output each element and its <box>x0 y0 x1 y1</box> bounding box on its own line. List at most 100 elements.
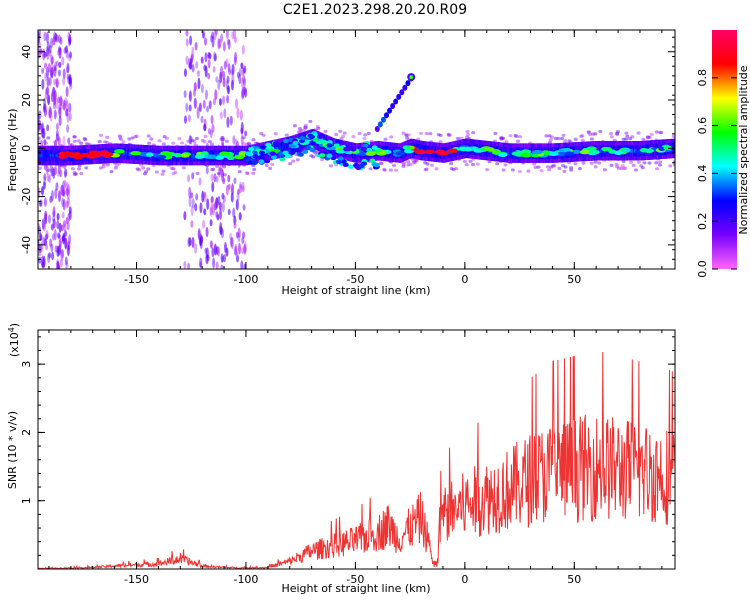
spectrogram-ridge-cell <box>594 144 598 149</box>
spectrogram-ridge-cell <box>81 160 84 165</box>
spectrogram-ridge-cell <box>487 156 490 161</box>
spectrogram-ridge-cell <box>116 143 120 148</box>
spectrogram-ridge-cell <box>354 154 357 159</box>
spectrogram-ridge-cell <box>111 143 114 148</box>
spectrogram-ridge-cell <box>551 143 554 148</box>
spectrogram-ridge-cell <box>76 149 79 154</box>
spectrogram-ridge-cell <box>315 145 318 150</box>
x-tick-label: -50 <box>346 273 364 286</box>
spectrogram-ridge-cell <box>60 161 63 166</box>
spectrogram-ridge-cell <box>301 132 305 137</box>
spectrogram-ridge-cell <box>48 149 51 154</box>
spectrogram-ridge-cell <box>171 161 175 166</box>
spectrogram-halo-cell <box>171 171 176 176</box>
spectrogram-ridge-cell <box>179 149 183 154</box>
spectrogram-ridge-cell <box>450 157 453 162</box>
spectrogram-ridge-cell <box>542 143 545 148</box>
spectrogram-ridge-cell <box>456 140 460 145</box>
spectrogram-ridge-cell <box>90 160 93 165</box>
spectrogram-ridge-cell <box>530 154 533 159</box>
spectrogram-ridge-cell <box>432 146 435 151</box>
spectrogram-ridge-cell <box>194 161 197 166</box>
spectrogram-halo-cell <box>508 134 513 138</box>
spectrogram-noise-cell <box>236 192 240 202</box>
spectrogram-noise-cell <box>223 60 227 70</box>
spectrogram-noise-cell <box>202 99 206 109</box>
spectrogram-ridge-cell <box>344 140 347 145</box>
spectrogram-ridge-cell <box>114 143 117 148</box>
spectrogram-ridge-cell <box>207 161 210 166</box>
spectrogram-ridge-cell <box>135 156 138 161</box>
spectrogram-ridge-cell <box>565 142 569 147</box>
spectrogram-ridge-cell <box>221 145 225 150</box>
spectrogram-ridge-cell <box>135 159 138 164</box>
spectrogram-ridge-cell <box>453 141 456 146</box>
spectrogram-ridge-cell <box>611 156 615 161</box>
spectrogram-ridge-cell <box>131 159 134 164</box>
spectrogram-ridge-cell <box>491 156 494 161</box>
spectrogram-ridge-cell <box>190 161 193 166</box>
spectrogram-halo-cell <box>561 133 566 137</box>
spectrogram-ridge-cell <box>233 145 237 150</box>
spectrogram-ridge-cell <box>153 153 156 158</box>
spectrogram-ridge-cell <box>168 145 171 150</box>
snr-series-line <box>38 352 675 569</box>
spectrogram-ridge-cell <box>111 159 114 164</box>
spectrogram-ridge-cell <box>115 147 118 152</box>
spectrogram-ridge-cell <box>148 149 151 154</box>
spectrogram-halo-cell <box>391 163 396 168</box>
spectrogram-branch-cell <box>271 154 278 160</box>
spectrogram-ridge-cell <box>672 138 675 143</box>
spectrogram-ridge-cell <box>153 149 156 154</box>
snr-scale-label: (x104) <box>7 323 21 357</box>
spectrogram-ridge-cell <box>506 150 510 155</box>
spectrogram-ridge-cell <box>94 156 97 161</box>
spectrogram-ridge-cell <box>223 157 226 162</box>
x-tick-label: 50 <box>567 273 581 286</box>
spectrogram-ridge-cell <box>488 141 491 146</box>
spectrogram-ridge-cell <box>463 142 466 147</box>
spectrogram-ridge-cell <box>580 153 583 158</box>
spectrogram-noise-cell <box>221 171 225 183</box>
spectrogram-ridge-cell <box>149 156 153 161</box>
spectrogram-ridge-cell <box>650 151 653 156</box>
spectrogram-ridge-cell <box>543 158 547 163</box>
spectrogram-ridge-cell <box>526 158 529 163</box>
spectrogram-ridge-cell <box>203 145 206 150</box>
spectrogram-ridge-cell <box>213 145 217 150</box>
spectrogram-halo-cell <box>82 137 87 141</box>
spectrogram-noise-cell <box>65 86 69 98</box>
spectrogram-ridge-cell <box>432 153 435 158</box>
spectrogram-noise-cell <box>66 244 70 257</box>
spectrogram-ridge-cell <box>38 149 41 154</box>
spectrogram-halo-cell <box>668 164 673 168</box>
spectrogram-ridge-cell <box>442 147 445 152</box>
spectrogram-ridge-cell <box>315 142 318 147</box>
spectrogram-ridge-cell <box>588 153 591 158</box>
spectrogram-ridge-cell <box>472 154 476 159</box>
spectrogram-noise-cell <box>221 201 225 213</box>
spectrogram-noise-cell <box>40 139 44 147</box>
spectrogram-ridge-cell <box>630 156 633 161</box>
spectrogram-halo-cell <box>501 168 506 172</box>
spectrogram-ridge-cell <box>143 160 146 165</box>
spectrogram-halo-cell <box>127 137 132 141</box>
spectrogram-halo-cell <box>615 131 620 135</box>
spectrogram-ridge-cell <box>45 153 49 158</box>
spectrogram-ridge-cell <box>538 154 541 159</box>
spectrogram-ridge-cell <box>150 149 154 154</box>
spectrogram-noise-cell <box>209 206 213 215</box>
spectrogram-ridge-cell <box>91 144 95 149</box>
spectrogram-ridge-cell <box>669 142 673 147</box>
spectrogram-ridge-cell <box>158 145 162 150</box>
spectrogram-branch-cell <box>259 145 266 150</box>
spectrogram-ridge-cell <box>647 155 650 160</box>
spectrogram-halo-cell <box>72 172 77 177</box>
spectrogram-ridge-cell <box>408 139 411 144</box>
spectrogram-ridge-cell <box>161 145 164 150</box>
spectrogram-rising-cell <box>396 93 402 100</box>
spectrogram-rising-cell <box>393 98 399 105</box>
spectrogram-noise-cell <box>65 100 69 112</box>
spectrogram-noise-cell <box>38 249 42 257</box>
